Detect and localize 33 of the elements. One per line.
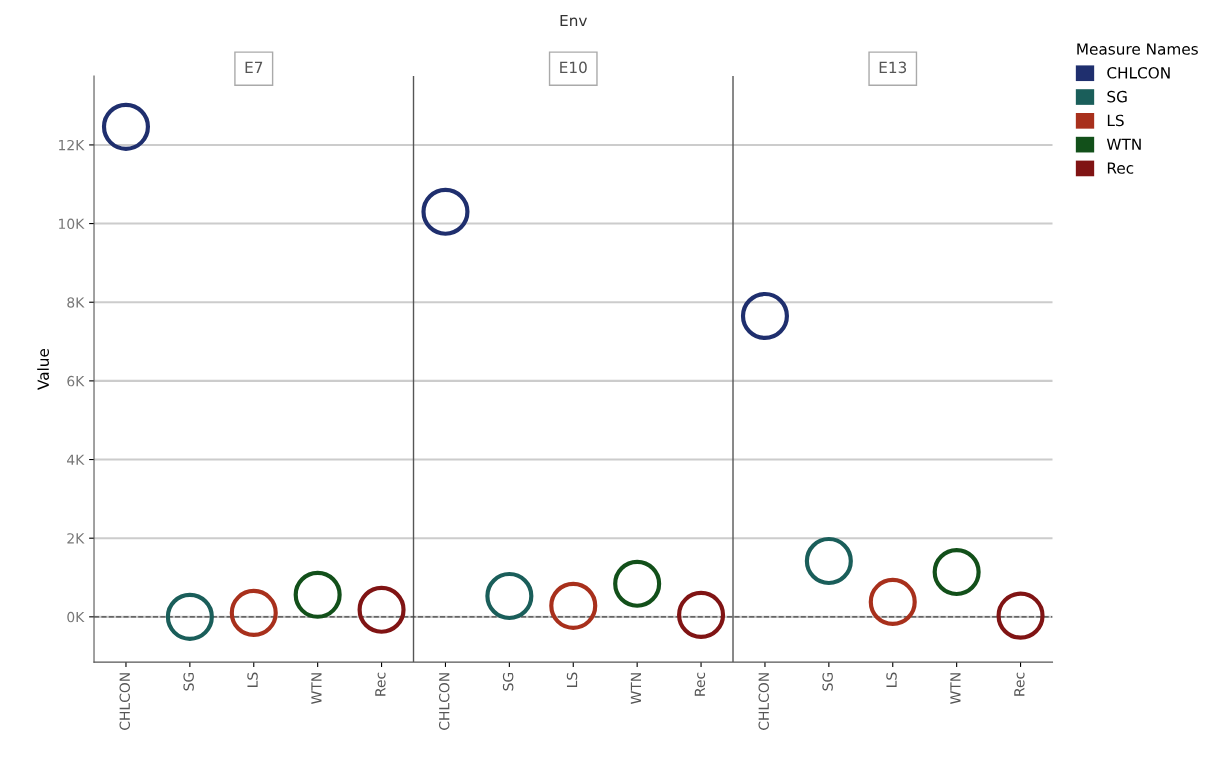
y-tick-label: 0K xyxy=(67,611,85,623)
y-tick-label: 6K xyxy=(67,375,85,387)
y-tick-label: 4K xyxy=(67,454,85,465)
x-tick-label: WTN xyxy=(950,673,961,704)
y-tick-label: 2K xyxy=(67,533,85,544)
x-tick-label: SG xyxy=(183,672,194,691)
x-tick-label: SG xyxy=(502,672,514,691)
x-tick-label: Rec xyxy=(694,672,706,696)
text: E13 xyxy=(879,61,907,74)
x-tick-label: WTN xyxy=(311,673,322,704)
x-tick-label: Rec xyxy=(375,672,386,696)
y-tick-label: 8K xyxy=(67,297,85,308)
y-tick-label: 12K xyxy=(59,139,85,151)
x-tick-label: CHLCON xyxy=(438,673,450,730)
text: E10 xyxy=(560,61,587,74)
x-tick-label: Rec xyxy=(1014,672,1025,696)
x-tick-label: SG xyxy=(822,672,833,691)
chart-title: Env xyxy=(560,14,587,27)
x-tick-label: LS xyxy=(886,672,897,687)
legend-label: SG xyxy=(1107,90,1127,103)
legend-title: Measure Names xyxy=(1077,43,1198,55)
y-axis-title: Value xyxy=(37,348,49,390)
legend-label: LS xyxy=(1107,114,1124,127)
y-tick-label: 10K xyxy=(59,218,85,230)
x-tick-label: WTN xyxy=(630,673,641,704)
x-tick-label: LS xyxy=(247,672,258,687)
x-tick-label: CHLCON xyxy=(119,673,130,730)
legend-label: CHLCON xyxy=(1107,67,1170,79)
legend-label: WTN xyxy=(1106,138,1141,150)
text: E7 xyxy=(245,61,263,73)
legend-label: Rec xyxy=(1107,162,1134,174)
x-tick-label: LS xyxy=(566,672,578,687)
x-tick-label: CHLCON xyxy=(758,673,769,730)
